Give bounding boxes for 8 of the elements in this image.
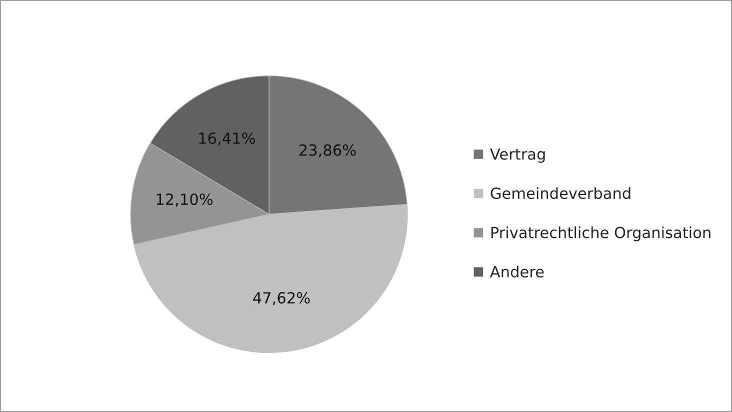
legend-label: Gemeindeverband [490,187,630,200]
legend-label: Andere [490,266,544,278]
data-label: 16,41% [199,132,255,146]
legend-label: Vertrag [490,148,545,163]
legend-label: Privatrechtliche Organisation [491,226,710,242]
data-label: 12,10% [156,193,213,207]
data-label: 47,62% [253,292,310,306]
data-label: 23,86% [299,144,356,158]
